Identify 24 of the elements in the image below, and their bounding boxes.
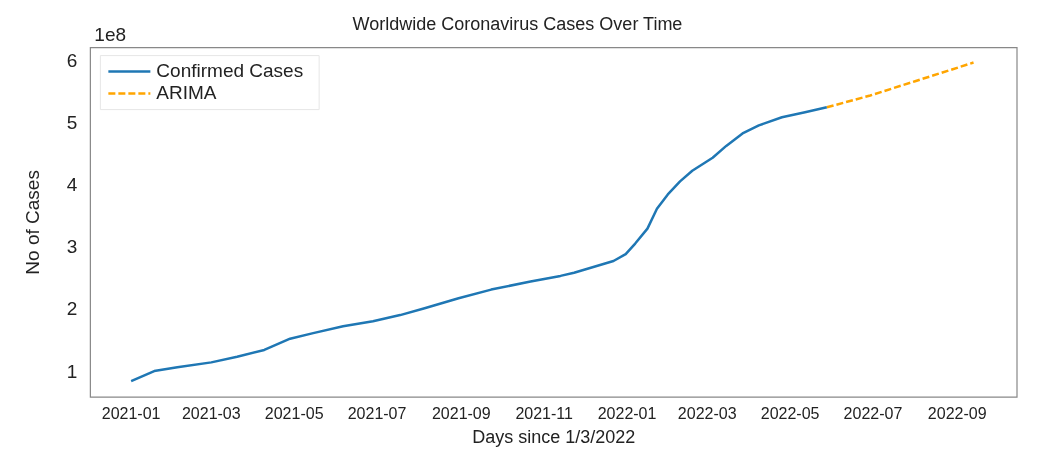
x-tick-label: 2021-01 bbox=[101, 405, 161, 423]
y-tick-label: 6 bbox=[66, 49, 78, 71]
y-axis-title: No of Cases bbox=[21, 170, 43, 275]
legend-label: ARIMA bbox=[156, 81, 217, 103]
x-tick-label: 2022-01 bbox=[597, 405, 657, 423]
line-series bbox=[825, 61, 975, 109]
chart-title: Worldwide Coronavirus Cases Over Time bbox=[352, 13, 683, 34]
y-tick-label: 2 bbox=[66, 298, 78, 320]
x-tick-label: 2021-05 bbox=[264, 405, 324, 423]
x-tick-label: 2022-03 bbox=[677, 405, 737, 423]
y-tick-label: 1 bbox=[66, 360, 78, 382]
y-tick-label: 3 bbox=[66, 236, 78, 258]
text: 1e8 bbox=[94, 24, 127, 46]
x-tick-label: 2022-05 bbox=[760, 405, 820, 423]
x-tick-label: 2021-03 bbox=[181, 405, 241, 423]
legend-label: Confirmed Cases bbox=[156, 59, 304, 81]
x-tick-label: 2021-07 bbox=[347, 405, 407, 423]
x-axis-title: Days since 1/3/2022 bbox=[472, 427, 636, 448]
x-tick-label: 2021-09 bbox=[431, 405, 491, 423]
x-tick-label: 2022-09 bbox=[927, 405, 987, 423]
y-tick-label: 5 bbox=[66, 111, 78, 133]
y-tick-label: 4 bbox=[66, 173, 78, 195]
x-tick-label: 2022-07 bbox=[843, 405, 903, 423]
x-tick-label: 2021-11 bbox=[515, 405, 574, 423]
